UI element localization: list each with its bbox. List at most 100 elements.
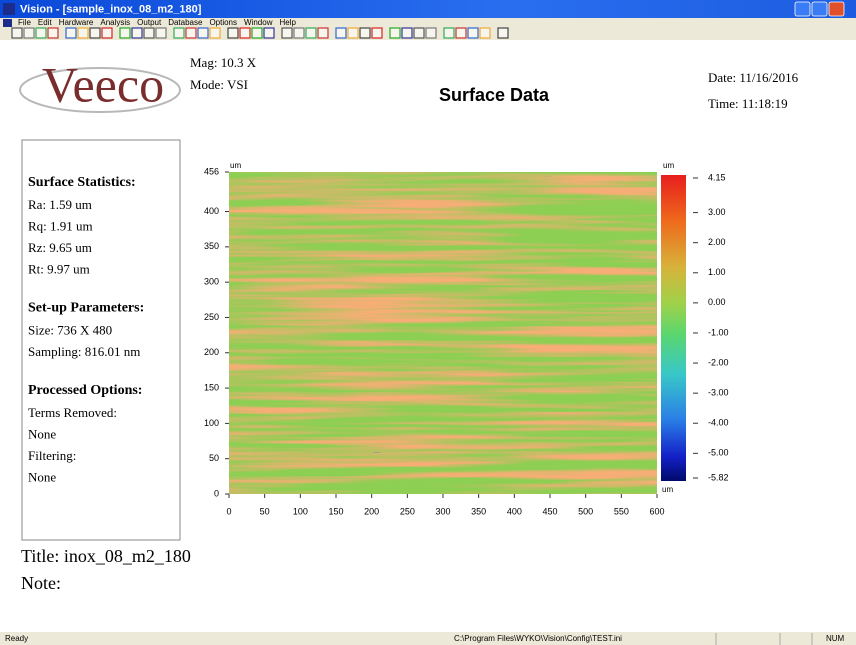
x-tick-label: 250 [400,506,415,516]
toolbar-button[interactable] [498,28,508,38]
toolbar-button[interactable] [120,28,130,38]
y-tick-label: 0 [214,488,219,498]
menu-item[interactable]: Options [209,18,237,27]
status-text: Ready [5,634,28,643]
toolbar-button[interactable] [336,28,346,38]
toolbar-button[interactable] [402,28,412,38]
colorbar-tick-label: 1.00 [708,267,726,277]
minimize-button[interactable] [795,2,810,16]
toolbar-button[interactable] [198,28,208,38]
toolbar-button[interactable] [456,28,466,38]
stat-line: None [28,426,56,441]
y-unit: um [230,161,241,170]
menu-item[interactable]: Analysis [100,18,130,27]
toolbar-button[interactable] [318,28,328,38]
colorbar [661,175,686,481]
colorbar-tick-label: -2.00 [708,357,729,367]
y-tick-label: 300 [204,277,219,287]
toolbar-button[interactable] [48,28,58,38]
app-icon [3,3,15,15]
toolbar-button[interactable] [480,28,490,38]
toolbar-button[interactable] [240,28,250,38]
stat-line: Terms Removed: [28,405,117,420]
menu-item[interactable]: Database [168,18,203,27]
menu-item[interactable]: Hardware [59,18,94,27]
toolbar-button[interactable] [306,28,316,38]
colorbar-tick-label: -3.00 [708,388,729,398]
x-tick-label: 100 [293,506,308,516]
menu-item[interactable]: Help [279,18,296,27]
toolbar-button[interactable] [228,28,238,38]
x-tick-label: 50 [260,506,270,516]
y-tick-label: 100 [204,418,219,428]
menu-item[interactable]: Output [137,18,162,27]
mag: Mag: 10.3 X [190,55,257,70]
maximize-button[interactable] [812,2,827,16]
x-tick-label: 500 [578,506,593,516]
x-tick-label: 600 [649,506,664,516]
toolbar-button[interactable] [426,28,436,38]
toolbar-button[interactable] [390,28,400,38]
toolbar-button[interactable] [144,28,154,38]
stat-line: Size: 736 X 480 [28,322,112,337]
toolbar-button[interactable] [264,28,274,38]
x-tick-label: 200 [364,506,379,516]
toolbar-button[interactable] [36,28,46,38]
date: Date: 11/16/2016 [708,70,799,85]
colorbar-unit: um [663,161,674,170]
x-tick-label: 550 [614,506,629,516]
x-tick-label: 350 [471,506,486,516]
toolbar-button[interactable] [210,28,220,38]
toolbar-button[interactable] [348,28,358,38]
sample-title: Title: inox_08_m2_180 [21,546,191,566]
toolbar-button[interactable] [444,28,454,38]
toolbar-button[interactable] [102,28,112,38]
toolbar-button[interactable] [186,28,196,38]
colorbar-tick-label: -5.82 [708,472,729,482]
report-title: Surface Data [439,85,550,105]
stat-line: Sampling: 816.01 nm [28,344,140,359]
x-tick-label: 150 [328,506,343,516]
mode: Mode: VSI [190,77,248,92]
toolbar-button[interactable] [78,28,88,38]
colorbar-tick-label: 4.15 [708,172,726,182]
toolbar-button[interactable] [360,28,370,38]
stat-line: Filtering: [28,448,76,463]
stat-line: Ra: 1.59 um [28,197,92,212]
stat-line: Rq: 1.91 um [28,218,93,233]
colorbar-tick-label: -4.00 [708,418,729,428]
toolbar-button[interactable] [372,28,382,38]
toolbar-button[interactable] [12,28,22,38]
toolbar-button[interactable] [156,28,166,38]
toolbar-button[interactable] [294,28,304,38]
x-tick-label: 0 [226,506,231,516]
toolbar-button[interactable] [252,28,262,38]
x-unit: um [662,485,673,494]
menu-item[interactable]: Window [244,18,273,27]
note: Note: [21,573,61,593]
y-tick-label: 200 [204,347,219,357]
toolbar-button[interactable] [132,28,142,38]
toolbar-button[interactable] [24,28,34,38]
stat-line: Rz: 9.65 um [28,240,92,255]
y-tick-label: 50 [209,453,219,463]
toolbar-button[interactable] [414,28,424,38]
toolbar-button[interactable] [66,28,76,38]
section-heading: Set-up Parameters: [28,301,144,316]
menu-item[interactable]: File [18,18,31,27]
toolbar-button[interactable] [282,28,292,38]
colorbar-tick-label: 2.00 [708,237,726,247]
toolbar-button[interactable] [468,28,478,38]
x-tick-label: 400 [507,506,522,516]
menu-item[interactable]: Edit [38,18,53,27]
y-tick-label: 150 [204,382,219,392]
app-window: Vision - [sample_inox_08_m2_180] File Edi… [0,0,856,645]
close-button[interactable] [829,2,844,16]
section-heading: Processed Options: [28,383,142,398]
doc-icon [3,19,12,27]
time: Time: 11:18:19 [708,96,788,111]
toolbar-button[interactable] [90,28,100,38]
surface-defects [229,172,657,494]
toolbar-button[interactable] [174,28,184,38]
window-title: Vision - [sample_inox_08_m2_180] [20,3,202,15]
